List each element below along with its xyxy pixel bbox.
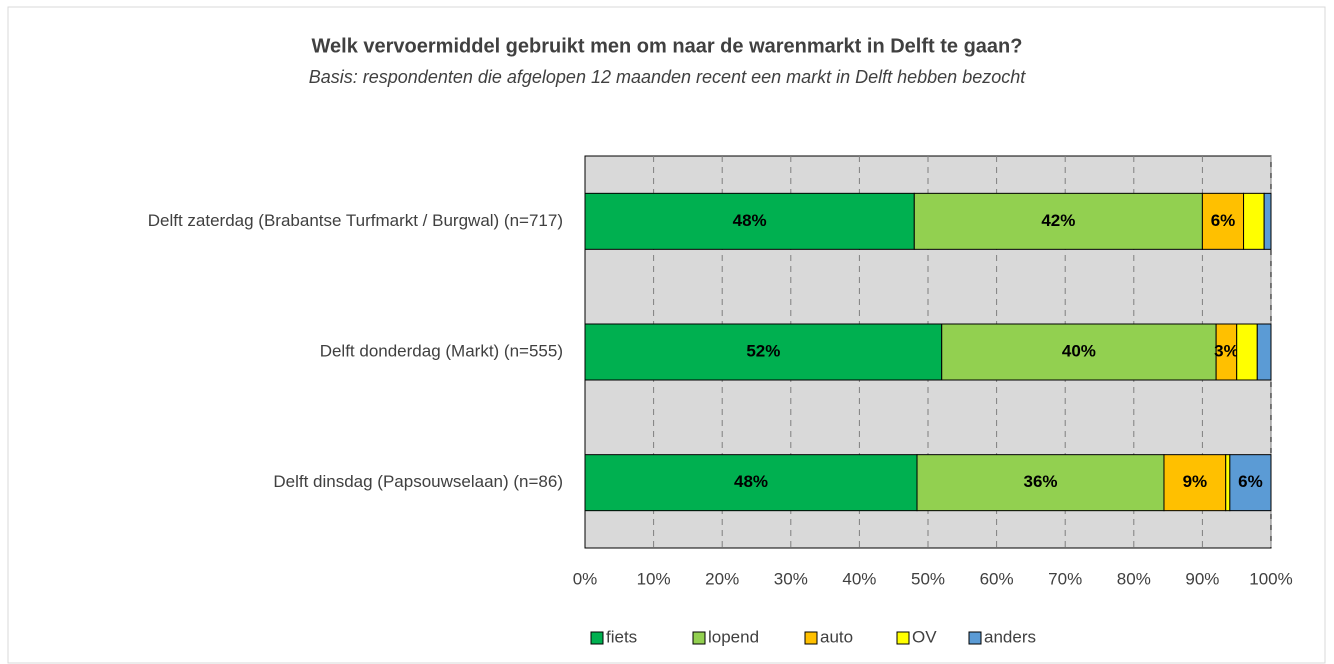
x-tick-label: 70% [1048, 569, 1082, 588]
data-label: 6% [1211, 211, 1236, 230]
legend-label: lopend [708, 627, 759, 646]
chart-title: Welk vervoermiddel gebruikt men om naar … [312, 35, 1023, 57]
bar-segment [916, 454, 1165, 512]
x-tick-label: 20% [705, 569, 739, 588]
bar-segment [1256, 323, 1272, 381]
bar-segment [584, 323, 943, 381]
bar-segment [913, 192, 1203, 250]
legend-swatch [692, 631, 706, 645]
bar-segment [1225, 454, 1231, 512]
bar-segment [1163, 454, 1227, 512]
data-label: 36% [1023, 472, 1057, 491]
legend-swatch [590, 631, 604, 645]
x-tick-label: 60% [980, 569, 1014, 588]
legend-swatch [896, 631, 910, 645]
y-tick-label: Delft zaterdag (Brabantse Turfmarkt / Bu… [148, 211, 563, 230]
legend-swatch [804, 631, 818, 645]
bar-segment [941, 323, 1217, 381]
y-tick-label: Delft dinsdag (Papsouwselaan) (n=86) [273, 472, 563, 491]
data-label: 3% [1214, 341, 1239, 360]
x-tick-label: 30% [774, 569, 808, 588]
bar-segment [1201, 192, 1245, 250]
bar-segment [1263, 192, 1272, 250]
legend-label: auto [820, 627, 853, 646]
chart-subtitle: Basis: respondenten die afgelopen 12 maa… [309, 67, 1026, 87]
data-label: 52% [746, 341, 780, 360]
x-tick-label: 90% [1185, 569, 1219, 588]
bar-segment [1229, 454, 1272, 512]
data-label: 40% [1062, 341, 1096, 360]
bar-segment [1236, 323, 1258, 381]
data-label: 48% [733, 211, 767, 230]
x-tick-label: 0% [573, 569, 598, 588]
data-label: 48% [734, 472, 768, 491]
bar-segment [584, 192, 915, 250]
x-tick-label: 80% [1117, 569, 1151, 588]
legend-label: anders [984, 627, 1036, 646]
data-label: 9% [1183, 472, 1208, 491]
bar-segment [1243, 192, 1265, 250]
legend-label: OV [912, 627, 937, 646]
x-tick-label: 10% [637, 569, 671, 588]
x-tick-label: 40% [842, 569, 876, 588]
x-tick-label: 100% [1249, 569, 1292, 588]
x-tick-label: 50% [911, 569, 945, 588]
legend-swatch [968, 631, 982, 645]
data-label: 6% [1238, 472, 1263, 491]
data-label: 42% [1041, 211, 1075, 230]
y-tick-label: Delft donderdag (Markt) (n=555) [320, 341, 563, 360]
legend-label: fiets [606, 627, 637, 646]
